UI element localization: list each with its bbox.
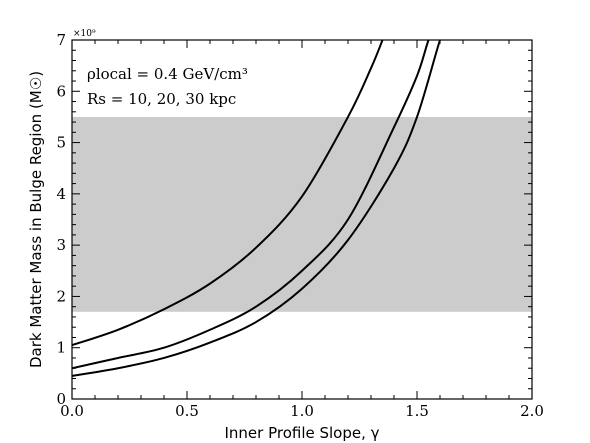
x-tick-label: 0.5 [175,402,199,420]
y-tick-label: 5 [56,134,66,152]
y-multiplier: ×10⁹ [73,29,96,39]
y-tick-label: 0 [56,390,66,408]
series-line-0 [72,40,384,347]
shaded-band [72,116,532,312]
y-axis-title: Dark Matter Mass in Bulge Region (M☉) [27,71,45,368]
x-tick-label: 1.5 [405,402,429,420]
y-tick-label: 7 [56,31,66,49]
y-tick-label: 4 [56,185,66,203]
x-axis-title: Inner Profile Slope, γ [224,424,379,442]
y-tick-label: 6 [56,82,66,100]
x-tick-label: 2.0 [520,402,544,420]
y-tick-label: 1 [56,339,66,357]
y-tick-label: 3 [56,236,66,254]
x-tick-label: 1.0 [290,402,314,420]
annotation-rho-local: ρlocal = 0.4 GeV/cm³ [87,65,248,83]
series-line-2 [72,40,442,377]
annotation-rs-values: Rs = 10, 20, 30 kpc [87,90,236,108]
y-tick-label: 2 [56,287,66,305]
series-line-1 [72,40,430,370]
x-tick-label: 0.0 [60,402,84,420]
